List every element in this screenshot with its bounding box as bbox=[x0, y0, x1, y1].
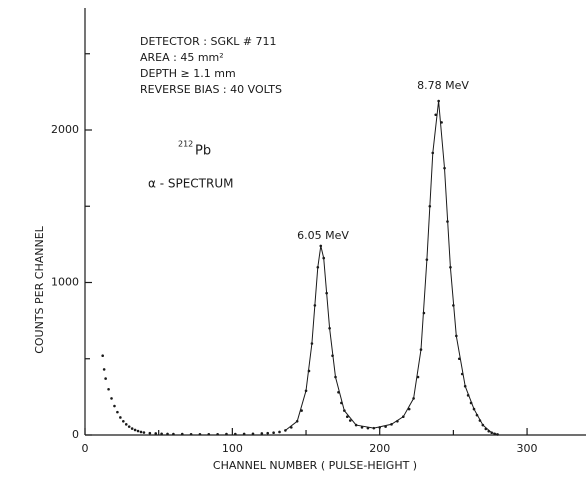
fit-line bbox=[285, 100, 498, 435]
data-point bbox=[266, 431, 270, 435]
data-point bbox=[260, 432, 264, 435]
x-axis-label: CHANNEL NUMBER ( PULSE-HEIGHT ) bbox=[213, 459, 417, 472]
data-point bbox=[139, 430, 143, 434]
data-point bbox=[142, 431, 146, 434]
data-point bbox=[136, 429, 140, 433]
isotope-mass: 212 bbox=[178, 140, 193, 149]
data-point bbox=[180, 432, 184, 436]
y-axis-label: COUNTS PER CHANNEL bbox=[33, 225, 46, 353]
data-point bbox=[133, 428, 137, 432]
data-point bbox=[207, 432, 211, 436]
data-point bbox=[251, 432, 255, 436]
data-point bbox=[107, 387, 110, 391]
data-point bbox=[434, 113, 438, 117]
data-point bbox=[102, 368, 106, 371]
data-point bbox=[122, 419, 125, 423]
data-point bbox=[113, 404, 116, 408]
data-point bbox=[242, 432, 246, 436]
data-point bbox=[130, 427, 134, 430]
data-point bbox=[127, 425, 131, 428]
data-point bbox=[198, 432, 202, 436]
info-line: REVERSE BIAS : 40 VOLTS bbox=[140, 83, 282, 96]
peak-label: 8.78 MeV bbox=[417, 79, 469, 92]
data-point bbox=[110, 397, 113, 400]
peak-label: 6.05 MeV bbox=[297, 229, 349, 242]
info-line: AREA : 45 mm² bbox=[140, 51, 224, 64]
data-point bbox=[278, 430, 281, 434]
y-tick-label: 1000 bbox=[51, 276, 79, 289]
data-point bbox=[345, 415, 349, 419]
data-point bbox=[189, 432, 193, 436]
data-point bbox=[116, 410, 119, 414]
data-point bbox=[360, 426, 364, 429]
x-tick-label: 100 bbox=[222, 442, 243, 455]
info-line: DEPTH ≥ 1.1 mm bbox=[140, 67, 236, 80]
data-point bbox=[148, 431, 152, 435]
spectrum-label: α - SPECTRUM bbox=[148, 177, 234, 191]
data-point bbox=[104, 377, 107, 380]
data-point bbox=[166, 432, 169, 436]
x-tick-label: 200 bbox=[369, 442, 390, 455]
info-line: DETECTOR : SGKL # 711 bbox=[140, 35, 277, 48]
data-point bbox=[119, 416, 122, 419]
data-point bbox=[160, 432, 163, 436]
data-point bbox=[216, 432, 219, 436]
data-point bbox=[124, 423, 128, 426]
x-tick-label: 0 bbox=[82, 442, 89, 455]
x-tick-label: 300 bbox=[517, 442, 538, 455]
data-point bbox=[272, 431, 275, 435]
data-point bbox=[234, 432, 237, 436]
data-point bbox=[348, 419, 352, 422]
data-point bbox=[154, 432, 158, 435]
y-tick-label: 0 bbox=[72, 428, 79, 441]
y-tick-label: 2000 bbox=[51, 123, 79, 136]
data-point bbox=[172, 432, 175, 436]
data-point bbox=[225, 432, 228, 436]
data-point bbox=[101, 354, 104, 358]
isotope-symbol: Pb bbox=[195, 144, 211, 159]
